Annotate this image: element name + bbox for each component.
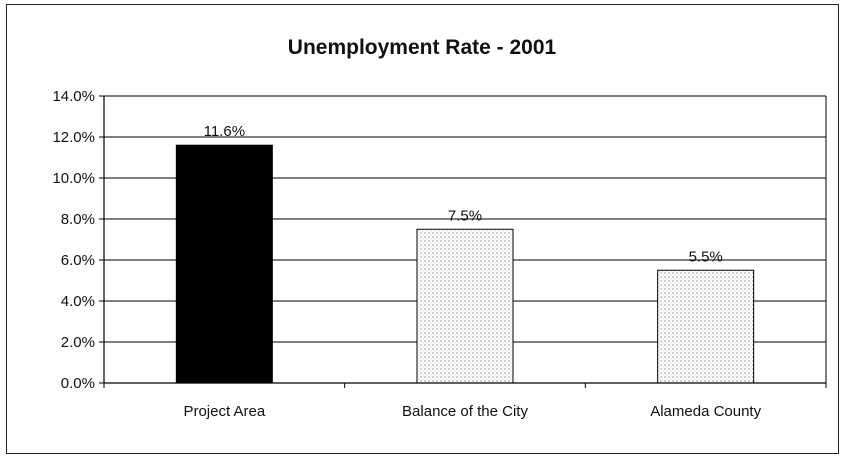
- chart-title: Unemployment Rate - 2001: [288, 36, 557, 59]
- bar: [416, 228, 514, 384]
- data-label: 5.5%: [689, 248, 723, 265]
- x-axis-categories: Project Area Balance of the City Alameda C…: [183, 403, 761, 420]
- bar: [657, 269, 755, 384]
- x-category-label: Project Area: [183, 403, 265, 420]
- y-tick-label: 4.0%: [61, 293, 95, 310]
- x-category-label: Alameda County: [650, 403, 761, 420]
- y-tick-label: 10.0%: [52, 170, 95, 187]
- y-tick-label: 6.0%: [61, 252, 95, 269]
- y-tick-label: 8.0%: [61, 211, 95, 228]
- y-tick-label: 2.0%: [61, 334, 95, 351]
- data-label: 7.5%: [448, 207, 482, 224]
- data-label: 11.6%: [204, 123, 245, 140]
- y-tick-label: 0.0%: [61, 375, 95, 392]
- y-tick-label: 12.0%: [52, 129, 95, 146]
- y-tick-label: 14.0%: [52, 88, 95, 105]
- axes: [103, 96, 827, 388]
- bar: [175, 144, 273, 384]
- bars: [175, 144, 755, 384]
- x-category-label: Balance of the City: [402, 403, 528, 420]
- data-labels: 11.6% 7.5% 5.5%: [204, 123, 723, 265]
- y-axis-ticks: 0.0% 2.0% 4.0% 6.0% 8.0% 10.0% 12.0% 14.0%: [52, 88, 104, 392]
